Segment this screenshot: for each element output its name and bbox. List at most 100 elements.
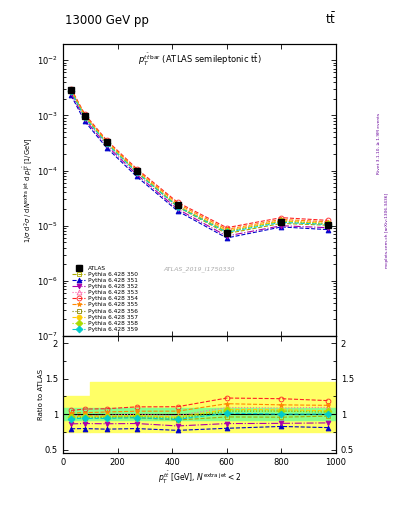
Pythia 6.428 355 — [325, 219, 330, 225]
Pythia 6.428 358 — [69, 88, 73, 94]
Text: mcplots.cern.ch [arXiv:1306.3436]: mcplots.cern.ch [arXiv:1306.3436] — [385, 193, 389, 268]
Pythia 6.428 354 — [69, 86, 73, 92]
Pythia 6.428 350 — [134, 169, 139, 175]
Pythia 6.428 356 — [69, 88, 73, 94]
Pythia 6.428 352 — [325, 225, 330, 231]
Pythia 6.428 351 — [175, 208, 180, 214]
Pythia 6.428 351 — [104, 144, 109, 151]
Text: $p_T^{t\bar{t}\,\mathrm{bar}}$ (ATLAS semileptonic t$\bar{\mathrm{t}}$): $p_T^{t\bar{t}\,\mathrm{bar}}$ (ATLAS se… — [138, 52, 261, 69]
Pythia 6.428 356 — [134, 168, 139, 175]
Pythia 6.428 352 — [224, 233, 229, 239]
Line: Pythia 6.428 354: Pythia 6.428 354 — [69, 86, 330, 230]
Pythia 6.428 351 — [83, 118, 87, 124]
Pythia 6.428 357 — [134, 168, 139, 175]
Pythia 6.428 351 — [69, 92, 73, 98]
Line: Pythia 6.428 355: Pythia 6.428 355 — [69, 87, 330, 232]
Pythia 6.428 356 — [104, 140, 109, 146]
Pythia 6.428 356 — [325, 221, 330, 227]
Pythia 6.428 353 — [175, 202, 180, 208]
Pythia 6.428 352 — [175, 206, 180, 212]
Pythia 6.428 353 — [279, 217, 284, 223]
Pythia 6.428 355 — [83, 112, 87, 118]
Pythia 6.428 352 — [83, 116, 87, 122]
Pythia 6.428 354 — [83, 111, 87, 117]
Pythia 6.428 359 — [83, 114, 87, 120]
Pythia 6.428 350 — [69, 87, 73, 93]
Pythia 6.428 359 — [104, 140, 109, 146]
Pythia 6.428 351 — [134, 174, 139, 180]
Pythia 6.428 350 — [325, 222, 330, 228]
Pythia 6.428 357 — [83, 114, 87, 120]
Pythia 6.428 352 — [134, 172, 139, 178]
Pythia 6.428 354 — [224, 225, 229, 231]
Pythia 6.428 353 — [83, 113, 87, 119]
Pythia 6.428 358 — [83, 114, 87, 120]
Pythia 6.428 358 — [104, 140, 109, 146]
Pythia 6.428 359 — [134, 169, 139, 175]
Line: Pythia 6.428 358: Pythia 6.428 358 — [69, 89, 330, 234]
Line: Pythia 6.428 356: Pythia 6.428 356 — [69, 89, 330, 234]
Pythia 6.428 356 — [175, 203, 180, 209]
Pythia 6.428 351 — [224, 235, 229, 241]
Pythia 6.428 350 — [175, 204, 180, 210]
Pythia 6.428 353 — [104, 139, 109, 145]
Pythia 6.428 353 — [325, 219, 330, 225]
Pythia 6.428 350 — [83, 113, 87, 119]
Line: Pythia 6.428 352: Pythia 6.428 352 — [69, 91, 330, 239]
Pythia 6.428 355 — [134, 167, 139, 173]
Pythia 6.428 354 — [279, 215, 284, 221]
Pythia 6.428 355 — [224, 226, 229, 232]
X-axis label: $p_T^{t\bar{t}}$ [GeV], $N^{\mathrm{extra\ jet}} < 2$: $p_T^{t\bar{t}}$ [GeV], $N^{\mathrm{extr… — [158, 470, 241, 486]
Pythia 6.428 350 — [224, 230, 229, 237]
Pythia 6.428 356 — [83, 114, 87, 120]
Pythia 6.428 358 — [279, 218, 284, 224]
Pythia 6.428 353 — [69, 87, 73, 93]
Pythia 6.428 358 — [175, 203, 180, 209]
Pythia 6.428 354 — [134, 165, 139, 172]
Pythia 6.428 359 — [224, 229, 229, 236]
Text: t$\bar{\mathrm{t}}$: t$\bar{\mathrm{t}}$ — [325, 11, 336, 27]
Pythia 6.428 357 — [175, 203, 180, 209]
Line: Pythia 6.428 350: Pythia 6.428 350 — [69, 88, 330, 236]
Pythia 6.428 350 — [104, 140, 109, 146]
Pythia 6.428 357 — [104, 140, 109, 146]
Pythia 6.428 352 — [104, 142, 109, 148]
Pythia 6.428 359 — [175, 204, 180, 210]
Line: Pythia 6.428 353: Pythia 6.428 353 — [69, 88, 330, 233]
Pythia 6.428 359 — [279, 219, 284, 225]
Pythia 6.428 357 — [279, 218, 284, 224]
Pythia 6.428 357 — [69, 88, 73, 94]
Pythia 6.428 354 — [325, 217, 330, 223]
Pythia 6.428 358 — [134, 168, 139, 175]
Pythia 6.428 351 — [325, 226, 330, 232]
Pythia 6.428 355 — [104, 138, 109, 144]
Legend: ATLAS, Pythia 6.428 350, Pythia 6.428 351, Pythia 6.428 352, Pythia 6.428 353, P: ATLAS, Pythia 6.428 350, Pythia 6.428 35… — [71, 264, 139, 333]
Text: ATLAS_2019_I1750330: ATLAS_2019_I1750330 — [164, 266, 235, 272]
Pythia 6.428 357 — [325, 220, 330, 226]
Pythia 6.428 351 — [279, 224, 284, 230]
Line: Pythia 6.428 351: Pythia 6.428 351 — [69, 93, 330, 240]
Pythia 6.428 359 — [325, 222, 330, 228]
Y-axis label: 1/$\sigma$ d$^2\sigma$ / d$N^{\mathrm{extra\ jet}}$ d $p_T^{t\bar{t}}$ [1/GeV]: 1/$\sigma$ d$^2\sigma$ / d$N^{\mathrm{ex… — [22, 137, 35, 243]
Pythia 6.428 356 — [224, 228, 229, 234]
Y-axis label: Ratio to ATLAS: Ratio to ATLAS — [37, 369, 44, 420]
Line: Pythia 6.428 359: Pythia 6.428 359 — [69, 89, 330, 234]
Pythia 6.428 352 — [69, 90, 73, 96]
Pythia 6.428 353 — [224, 227, 229, 233]
Pythia 6.428 354 — [175, 199, 180, 205]
Pythia 6.428 357 — [224, 228, 229, 234]
Pythia 6.428 358 — [325, 221, 330, 227]
Pythia 6.428 350 — [279, 220, 284, 226]
Text: Rivet 3.1.10, ≥ 1.9M events: Rivet 3.1.10, ≥ 1.9M events — [377, 113, 381, 174]
Pythia 6.428 356 — [279, 218, 284, 224]
Pythia 6.428 353 — [134, 168, 139, 174]
Pythia 6.428 355 — [69, 87, 73, 93]
Pythia 6.428 358 — [224, 228, 229, 234]
Pythia 6.428 355 — [175, 201, 180, 207]
Pythia 6.428 359 — [69, 88, 73, 94]
Pythia 6.428 354 — [104, 137, 109, 143]
Pythia 6.428 352 — [279, 223, 284, 229]
Text: 13000 GeV pp: 13000 GeV pp — [65, 14, 149, 27]
Line: Pythia 6.428 357: Pythia 6.428 357 — [69, 88, 330, 233]
Pythia 6.428 355 — [279, 217, 284, 223]
